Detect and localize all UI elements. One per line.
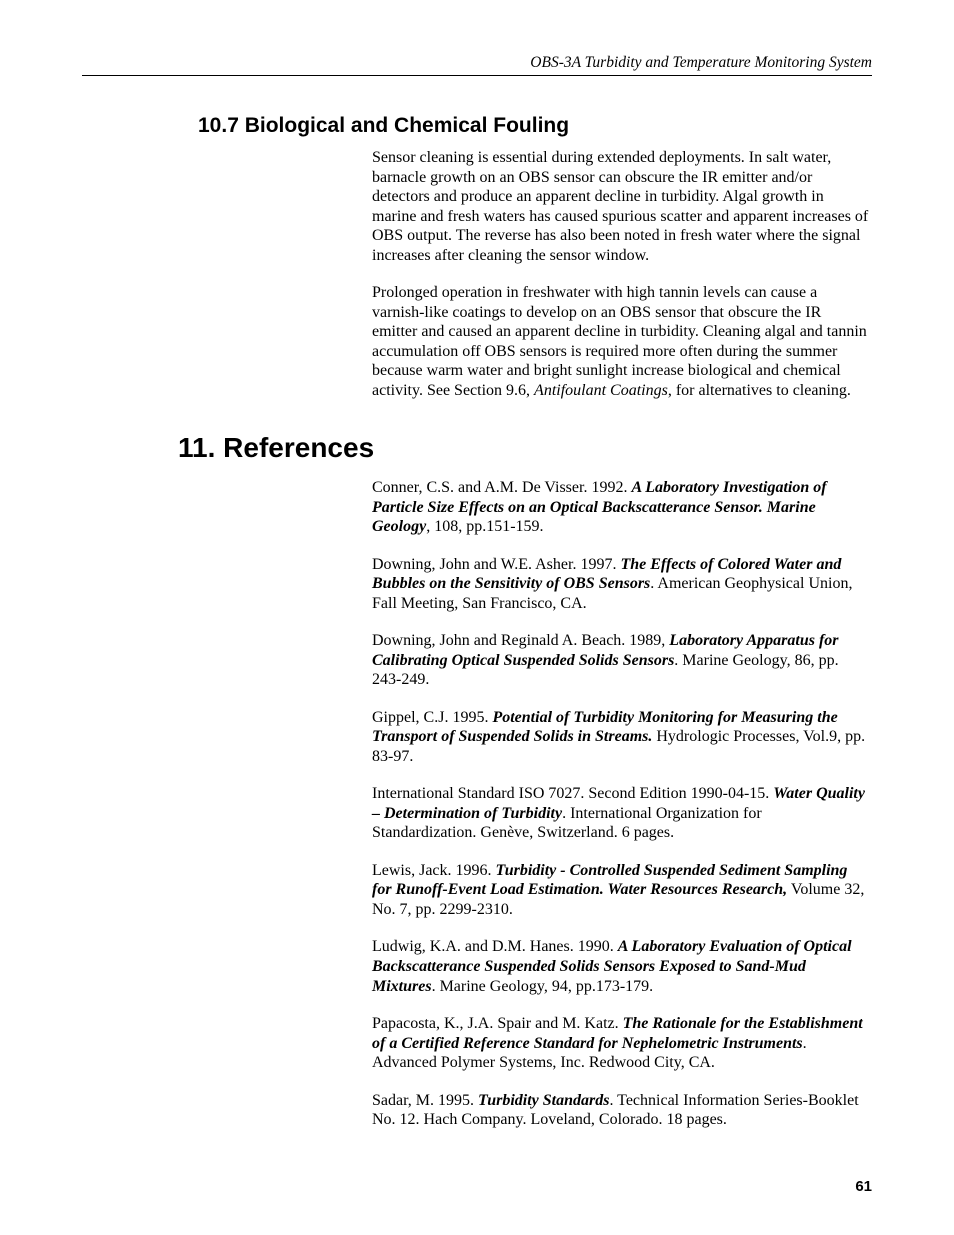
- page-number: 61: [855, 1178, 872, 1195]
- ref-pre: Gippel, C.J. 1995.: [372, 709, 492, 726]
- ref-pre: Sadar, M. 1995.: [372, 1092, 478, 1109]
- emphasis-text: Antifoulant Coatings: [534, 382, 668, 399]
- reference-item: Conner, C.S. and A.M. De Visser. 1992. A…: [372, 478, 870, 537]
- references-list: Conner, C.S. and A.M. De Visser. 1992. A…: [372, 478, 870, 1129]
- running-head: OBS-3A Turbidity and Temperature Monitor…: [82, 54, 872, 72]
- ref-pre: Downing, John and Reginald A. Beach. 198…: [372, 632, 669, 649]
- ref-pre: Papacosta, K., J.A. Spair and M. Katz.: [372, 1015, 623, 1032]
- reference-item: Sadar, M. 1995. Turbidity Standards. Tec…: [372, 1091, 870, 1130]
- ref-pre: Lewis, Jack. 1996.: [372, 862, 496, 879]
- reference-item: Ludwig, K.A. and D.M. Hanes. 1990. A Lab…: [372, 937, 870, 996]
- paragraph: Prolonged operation in freshwater with h…: [372, 283, 870, 400]
- ref-pre: Ludwig, K.A. and D.M. Hanes. 1990.: [372, 938, 618, 955]
- header-rule: OBS-3A Turbidity and Temperature Monitor…: [82, 54, 872, 76]
- ref-pre: Downing, John and W.E. Asher. 1997.: [372, 556, 620, 573]
- text-run: , for alternatives to cleaning.: [668, 382, 851, 399]
- paragraph: Sensor cleaning is essential during exte…: [372, 148, 870, 265]
- reference-item: Lewis, Jack. 1996. Turbidity - Controlle…: [372, 861, 870, 920]
- ref-pre: Conner, C.S. and A.M. De Visser. 1992.: [372, 479, 631, 496]
- ref-title: Turbidity Standards: [478, 1092, 609, 1109]
- reference-item: Gippel, C.J. 1995. Potential of Turbidit…: [372, 708, 870, 767]
- heading-10-7: 10.7 Biological and Chemical Fouling: [198, 114, 872, 138]
- heading-11: 11. References: [178, 432, 872, 464]
- ref-post: . Marine Geology, 94, pp.173-179.: [432, 978, 654, 995]
- reference-item: International Standard ISO 7027. Second …: [372, 784, 870, 843]
- reference-item: Downing, John and W.E. Asher. 1997. The …: [372, 555, 870, 614]
- ref-post: , 108, pp.151-159.: [426, 518, 543, 535]
- reference-item: Papacosta, K., J.A. Spair and M. Katz. T…: [372, 1014, 870, 1073]
- ref-pre: International Standard ISO 7027. Second …: [372, 785, 773, 802]
- reference-item: Downing, John and Reginald A. Beach. 198…: [372, 631, 870, 690]
